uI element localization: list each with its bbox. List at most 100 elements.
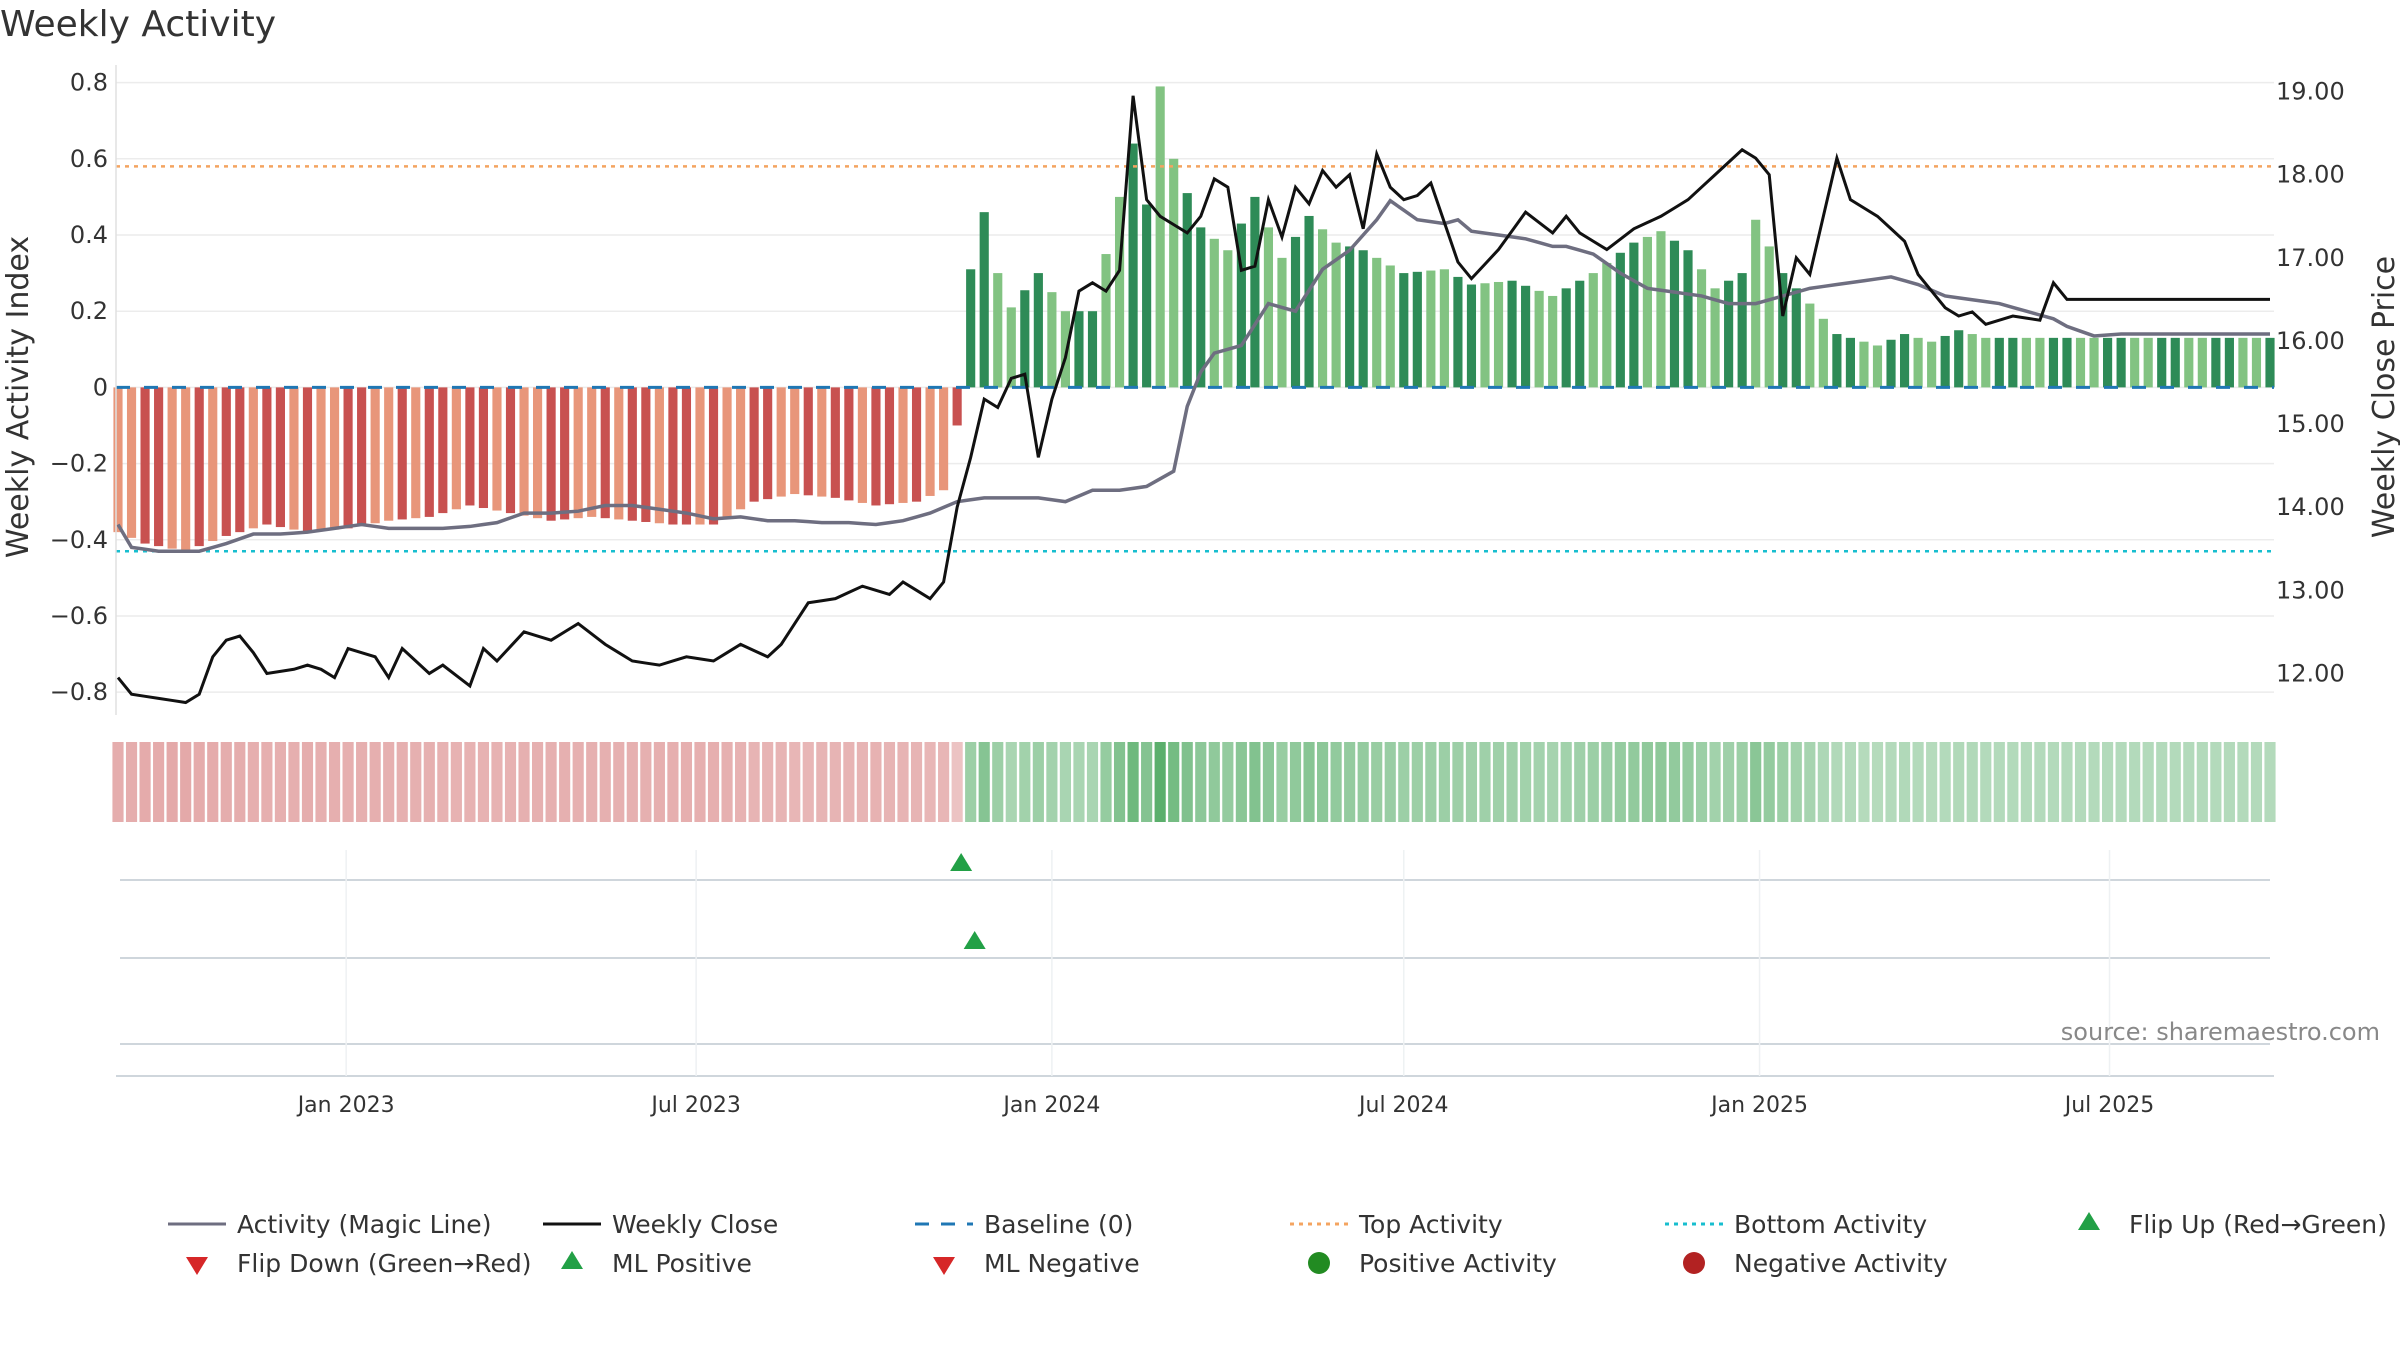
heat-cell: [856, 742, 868, 822]
legend-item: Top Activity: [1290, 1210, 1503, 1239]
heat-cell: [437, 742, 449, 822]
legend-item: Bottom Activity: [1665, 1210, 1927, 1239]
heat-cell: [1641, 742, 1653, 822]
heat-cell: [1262, 742, 1275, 822]
heat-cell: [1844, 742, 1857, 822]
activity-bar: [1304, 215, 1314, 388]
activity-bar: [898, 387, 908, 503]
heat-cell: [1032, 742, 1044, 822]
activity-bar: [1737, 273, 1747, 388]
heat-cell: [1398, 742, 1410, 822]
heat-cell: [775, 742, 787, 822]
activity-bar: [1345, 246, 1355, 388]
heat-cell: [193, 742, 205, 822]
heat-cell: [653, 742, 665, 822]
activity-bar: [993, 273, 1003, 388]
activity-bar: [695, 387, 705, 525]
heat-cell: [220, 742, 232, 822]
heat-cell: [680, 742, 693, 822]
activity-bar: [465, 387, 475, 506]
legend-item: Negative Activity: [1683, 1249, 1948, 1278]
activity-bar: [587, 387, 597, 517]
activity-bar: [1263, 227, 1274, 388]
heat-cell: [2250, 742, 2263, 822]
activity-bar: [1128, 143, 1138, 388]
activity-bar: [2008, 337, 2018, 388]
heat-cell: [1953, 742, 1965, 822]
activity-bar: [1818, 318, 1828, 388]
time-tick-label: Jan 2023: [296, 1093, 395, 1118]
reference-lines: [116, 165, 2274, 553]
activity-bar: [1399, 273, 1409, 388]
activity-bar: [1101, 254, 1111, 388]
activity-bar: [370, 387, 380, 524]
heat-cell: [2020, 742, 2032, 822]
heat-cell: [1303, 742, 1315, 822]
heat-cell: [1100, 742, 1112, 822]
heat-cell: [1371, 742, 1383, 822]
heat-cell: [301, 742, 314, 822]
activity-bar: [776, 387, 786, 497]
activity-bar: [126, 387, 137, 538]
time-tick-label: Jul 2024: [1357, 1093, 1449, 1118]
right-tick-label: 19.00: [2276, 78, 2345, 106]
right-axis-title: Weekly Close Price: [2367, 256, 2400, 538]
activity-heat-strip: [112, 742, 2276, 822]
activity-bar: [1466, 284, 1477, 388]
left-tick-label: −0.2: [50, 450, 108, 478]
activity-bar: [1669, 240, 1680, 388]
activity-bar: [140, 387, 150, 544]
legend-label: Weekly Close: [612, 1210, 778, 1239]
activity-bar: [668, 387, 678, 525]
activity-bar: [1859, 341, 1869, 388]
legend-label: Activity (Magic Line): [237, 1210, 491, 1239]
heat-cell: [1858, 742, 1870, 822]
activity-bar: [492, 387, 502, 511]
heat-cell: [328, 742, 341, 822]
heat-cell: [1181, 742, 1193, 822]
legend-swatch: [2078, 1212, 2100, 1230]
activity-bar: [1169, 158, 1179, 388]
activity-bar: [424, 387, 434, 517]
activity-bar: [1277, 257, 1287, 388]
heat-cell: [1208, 742, 1220, 822]
right-tick-label: 15.00: [2276, 410, 2345, 438]
activity-bar: [1236, 223, 1246, 388]
activity-bar: [397, 387, 407, 520]
heat-cell: [2223, 742, 2235, 822]
activity-bar: [181, 387, 191, 552]
activity-bar: [2211, 337, 2221, 388]
heat-cell: [288, 742, 300, 822]
heat-cell: [938, 742, 950, 822]
heat-cell: [1587, 742, 1599, 822]
heat-cell: [166, 742, 178, 822]
heat-cell: [1790, 742, 1802, 822]
heat-cell: [450, 742, 462, 822]
heat-cell: [1520, 742, 1532, 822]
heat-cell: [2142, 742, 2154, 822]
legend-label: Flip Down (Green→Red): [237, 1249, 532, 1278]
heat-cell: [1980, 742, 1992, 822]
activity-bar: [1142, 204, 1152, 388]
activity-bar: [357, 387, 367, 526]
heat-cell: [545, 742, 557, 822]
activity-bar: [2265, 337, 2275, 388]
activity-bar: [2130, 337, 2140, 388]
legend-item: Activity (Magic Line): [168, 1210, 491, 1239]
activity-bar: [979, 212, 989, 388]
legend-item: Flip Down (Green→Red): [186, 1249, 532, 1278]
activity-bar: [1710, 288, 1720, 388]
activity-bar: [1724, 280, 1734, 388]
activity-bar: [1791, 288, 1801, 388]
legend-label: Positive Activity: [1359, 1249, 1557, 1278]
heat-cell: [1086, 742, 1099, 822]
activity-bar: [113, 387, 123, 533]
left-axis-title: Weekly Activity Index: [1, 236, 36, 558]
right-tick-label: 13.00: [2276, 576, 2345, 604]
legend: Activity (Magic Line) Weekly Close Baselin…: [168, 1210, 2387, 1278]
activity-bar: [573, 387, 583, 519]
activity-bar: [2238, 337, 2248, 388]
activity-bar: [2224, 337, 2234, 388]
activity-bar: [235, 387, 245, 533]
heat-cell: [1344, 742, 1356, 822]
